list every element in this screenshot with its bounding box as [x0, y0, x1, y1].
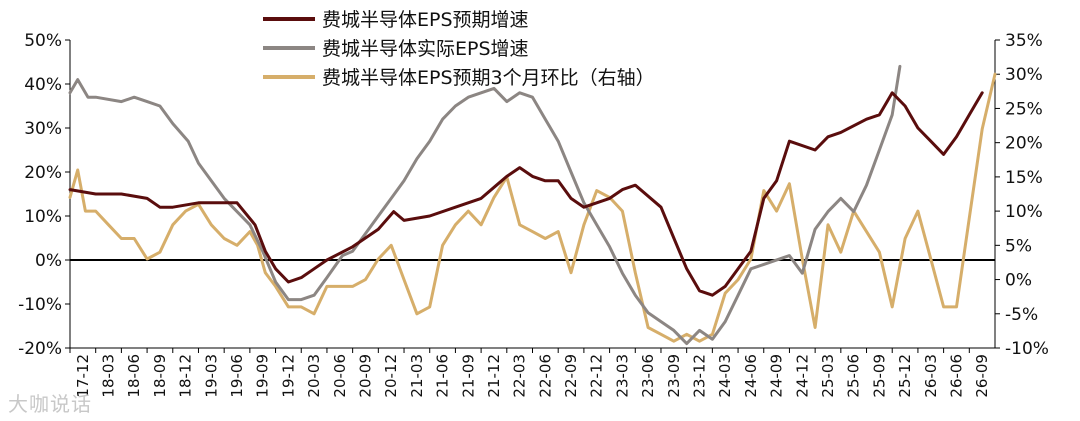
x-tick-label: 23-06 [639, 354, 657, 398]
x-tick-label: 18-09 [151, 354, 169, 398]
x-tick-label: 25-06 [845, 354, 863, 398]
x-tick-label: 18-03 [100, 354, 118, 398]
left-tick-label: 20% [24, 163, 62, 183]
x-tick-label: 21-12 [485, 354, 503, 398]
series-line [68, 64, 902, 346]
x-tick-label: 19-06 [228, 354, 246, 398]
x-tick-label: 24-03 [716, 354, 734, 398]
right-tick-label: 25% [1005, 99, 1043, 119]
x-tick-label: 26-03 [922, 354, 940, 398]
watermark: 大咖说话 [8, 392, 92, 416]
right-tick-label: 20% [1005, 134, 1043, 154]
left-tick-label: -10% [18, 295, 62, 315]
left-tick-label: 10% [24, 207, 62, 227]
right-tick-label: 0% [1005, 271, 1032, 291]
x-tick-label: 19-12 [279, 354, 297, 398]
x-tick-label: 20-03 [305, 354, 323, 398]
left-tick-label: 0% [35, 251, 62, 271]
x-tick-label: 21-03 [408, 354, 426, 398]
x-tick-label: 18-06 [125, 354, 143, 398]
x-tick-label: 22-09 [562, 354, 580, 398]
right-tick-label: -10% [1005, 339, 1049, 359]
chart-legend: 费城半导体EPS预期增速费城半导体实际EPS增速费城半导体EPS预期3个月环比（… [263, 9, 655, 89]
x-tick-label: 26-06 [947, 354, 965, 398]
x-tick-label: 21-09 [459, 354, 477, 398]
x-tick-label: 23-09 [665, 354, 683, 398]
x-tick-label: 23-12 [691, 354, 709, 398]
chart-axes: 50% 40% 30% 20% 10% 0% -10% -20% 35% 30% 25% 20% 15%… [18, 31, 1049, 398]
x-tick-label: 24-06 [742, 354, 760, 398]
series-line [68, 72, 997, 343]
x-tick-label: 25-03 [819, 354, 837, 398]
x-tick-label: 25-09 [870, 354, 888, 398]
x-tick-label: 24-12 [793, 354, 811, 398]
right-tick-label: 30% [1005, 65, 1043, 85]
x-tick-label: 18-12 [177, 354, 195, 398]
x-tick-label: 23-03 [613, 354, 631, 398]
right-tick-label: 15% [1005, 168, 1043, 188]
left-tick-label: 50% [24, 31, 62, 51]
legend-label: 费城半导体实际EPS增速 [322, 38, 529, 60]
series-line [68, 91, 984, 297]
x-tick-label: 26-09 [973, 354, 991, 398]
x-tick-label: 22-12 [588, 354, 606, 398]
x-tick-label: 20-09 [356, 354, 374, 398]
chart-series [68, 64, 997, 346]
right-tick-label: -5% [1005, 305, 1038, 325]
x-tick-label: 22-06 [536, 354, 554, 398]
x-tick-label: 22-03 [511, 354, 529, 398]
x-tick-label: 19-09 [254, 354, 272, 398]
left-tick-label: 30% [24, 119, 62, 139]
legend-label: 费城半导体EPS预期增速 [322, 9, 529, 31]
right-tick-label: 10% [1005, 202, 1043, 222]
legend-label: 费城半导体EPS预期3个月环比（右轴） [322, 67, 655, 89]
left-tick-label: -20% [18, 339, 62, 359]
x-tick-label: 21-06 [434, 354, 452, 398]
x-tick-label: 20-06 [331, 354, 349, 398]
x-tick-label: 25-12 [896, 354, 914, 398]
left-tick-label: 40% [24, 75, 62, 95]
right-tick-label: 5% [1005, 236, 1032, 256]
x-tick-label: 20-12 [382, 354, 400, 398]
x-tick-label: 24-09 [768, 354, 786, 398]
x-tick-label: 17-12 [74, 354, 92, 398]
x-tick-label: 19-03 [202, 354, 220, 398]
right-tick-label: 35% [1005, 31, 1043, 51]
